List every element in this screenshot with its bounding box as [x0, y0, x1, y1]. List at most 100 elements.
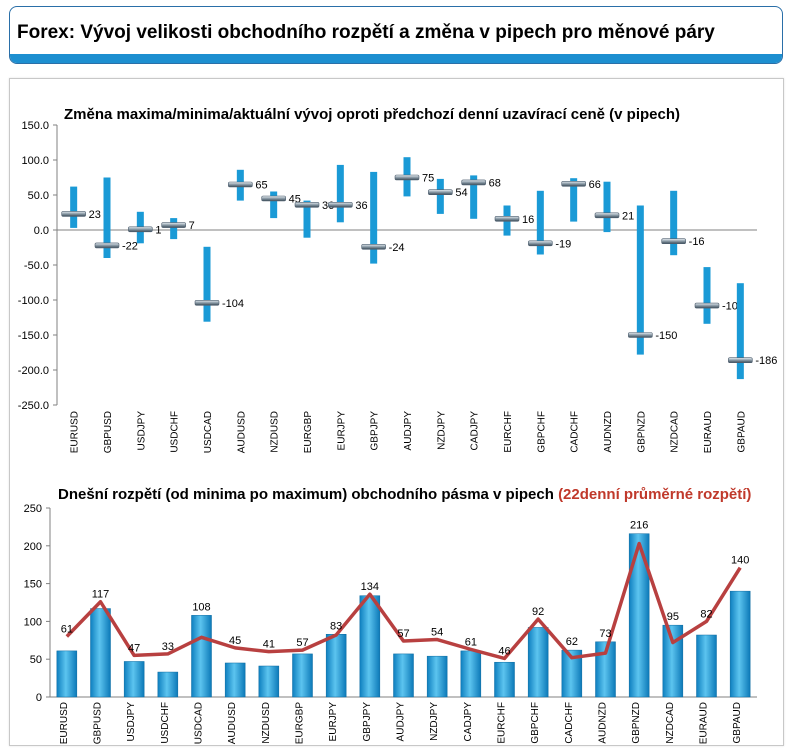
- chart1-range-bar: [570, 178, 578, 222]
- chart1-current-marker: [94, 242, 120, 249]
- chart2-average-line: [65, 541, 742, 661]
- chart1-x-tick-label: EURCHF: [503, 411, 514, 453]
- chart1-current-marker: [361, 244, 386, 250]
- chart1-range-bar: [536, 190, 544, 255]
- chart1-range-bar: [436, 178, 444, 214]
- chart2-data-label: 33: [162, 641, 174, 653]
- chart1-current-marker: [161, 222, 186, 228]
- chart1-x-tick-label: GBPCHF: [536, 411, 547, 453]
- chart1-current-marker: [194, 299, 220, 306]
- chart1-y-tick-label: -50.0: [24, 260, 49, 272]
- chart1-range-bar: [470, 175, 478, 219]
- chart2-x-tick-label: EURUSD: [59, 702, 70, 744]
- chart2-data-label: 61: [61, 624, 73, 636]
- chart2-bar: [292, 653, 313, 698]
- chart2-x-tick-label: AUDNZD: [598, 702, 609, 744]
- chart1-x-tick-label: EURUSD: [70, 411, 81, 453]
- chart1-current-marker: [694, 302, 720, 309]
- page-header: Forex: Vývoj velikosti obchodního rozpět…: [9, 6, 783, 64]
- chart1-data-label: -150: [655, 330, 677, 342]
- chart2-bar: [359, 595, 381, 698]
- chart1-current-marker: [661, 238, 686, 244]
- chart1-current-marker: [394, 174, 420, 181]
- chart1-x-tick-label: NZDUSD: [270, 411, 281, 453]
- chart1-data-label: 68: [489, 177, 501, 189]
- header-accent-bar: [10, 54, 782, 63]
- chart2-x-tick-label: EURAUD: [699, 702, 710, 744]
- chart1-range-bar: [703, 267, 711, 324]
- chart1-current-marker: [428, 189, 453, 195]
- chart2-data-label: 54: [431, 627, 443, 639]
- chart1-range-bar: [303, 200, 311, 238]
- chart1-current-marker: [494, 216, 520, 222]
- chart1-current-marker: [328, 202, 353, 208]
- chart1-data-label: -22: [122, 240, 138, 252]
- chart2-x-tick-label: GBPUSD: [93, 702, 104, 744]
- chart1-range-bar: [70, 186, 78, 228]
- chart2-bar: [191, 615, 212, 698]
- chart2-x-tick-label: NZDUSD: [261, 702, 272, 744]
- chart2-bar: [494, 661, 515, 698]
- chart1-x-tick-label: GBPUSD: [103, 411, 114, 453]
- chart2-x-tick-label: NZDJPY: [429, 702, 440, 741]
- chart2-data-label: 61: [465, 636, 477, 648]
- chart2-bar: [426, 655, 448, 698]
- chart2-title-main: Dnešní rozpětí (od minima po maximum) ob…: [58, 486, 554, 503]
- chart2-x-tick-label: CADJPY: [463, 702, 474, 742]
- chart1-range-chart: 150.0 100.0 50.0 0.0 -50.0 -100.0 -150.0 -200.0…: [18, 120, 778, 453]
- chart1-x-tick-label: CADJPY: [470, 411, 481, 451]
- chart1-current-marker: [561, 181, 586, 187]
- chart1-current-marker: [294, 202, 320, 208]
- chart1-y-tick-label: -250.0: [18, 400, 49, 412]
- chart1-current-marker: [628, 332, 653, 338]
- chart1-data-label: 23: [89, 209, 101, 221]
- chart2-x-tick-label: EURJPY: [328, 702, 339, 742]
- chart1-range-bar: [270, 191, 278, 219]
- chart2-x-tick-label: NZDCAD: [665, 702, 676, 744]
- chart1-current-marker: [461, 179, 486, 186]
- chart1-range-bar: [170, 218, 178, 240]
- chart1-range-bar: [203, 246, 211, 322]
- chart2-bar: [460, 650, 482, 698]
- chart2-data-label: 83: [330, 620, 342, 632]
- chart2-y-tick-label: 50: [30, 654, 42, 666]
- chart2-data-label: 41: [263, 639, 275, 651]
- chart2-y-tick-label: 200: [24, 541, 42, 553]
- chart1-data-label: 36: [355, 200, 367, 212]
- chart1-current-marker: [128, 226, 153, 233]
- chart1-x-tick-label: NZDCAD: [670, 411, 681, 453]
- chart2-data-label: 108: [192, 601, 210, 613]
- chart2-data-label: 73: [599, 628, 611, 640]
- chart2-x-tick-label: GBPNZD: [631, 702, 642, 744]
- chart2-x-tick-label: EURGBP: [295, 702, 306, 745]
- chart2-data-label: 92: [532, 606, 544, 618]
- chart1-data-label: -186: [755, 355, 777, 367]
- chart1-y-tick-label: 100.0: [21, 155, 49, 167]
- chart2-bar: [325, 634, 347, 698]
- chart2-bar: [595, 641, 616, 698]
- chart2-bar: [90, 608, 111, 698]
- chart1-data-label: 1: [155, 224, 161, 236]
- chart1-range-bar: [636, 205, 644, 355]
- chart2-bar: [696, 634, 717, 698]
- chart1-current-marker: [228, 181, 253, 188]
- chart2-data-label: 62: [566, 636, 578, 648]
- chart2-data-label: 95: [667, 611, 679, 623]
- chart2-data-label: 46: [498, 645, 510, 657]
- chart1-x-tick-label: EURGBP: [303, 411, 314, 454]
- chart2-bar: [628, 533, 650, 698]
- chart2-bar: [527, 627, 549, 698]
- chart1-y-tick-label: -100.0: [18, 295, 49, 307]
- chart2-bar: [561, 649, 583, 698]
- chart2-title: Dnešní rozpětí (od minima po maximum) ob…: [58, 486, 751, 503]
- chart1-data-label: -24: [389, 242, 405, 254]
- chart1-y-tick-label: -200.0: [18, 365, 49, 377]
- chart1-data-label: 65: [255, 180, 267, 192]
- chart1-data-label: 66: [589, 179, 601, 191]
- chart2-data-label: 82: [700, 608, 712, 620]
- chart1-data-label: -16: [689, 236, 705, 248]
- chart1-x-tick-label: USDCHF: [170, 411, 181, 453]
- chart2-data-label: 216: [630, 520, 648, 532]
- chart2-x-tick-label: GBPJPY: [362, 702, 373, 742]
- chart2-data-label: 57: [397, 628, 409, 640]
